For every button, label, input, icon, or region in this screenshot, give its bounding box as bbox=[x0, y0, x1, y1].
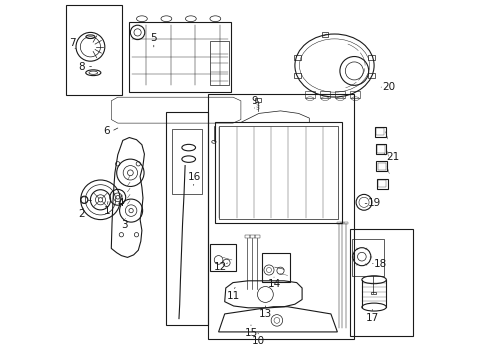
Text: 11: 11 bbox=[226, 291, 239, 301]
Text: 7: 7 bbox=[69, 38, 76, 48]
Text: 10: 10 bbox=[251, 336, 264, 346]
Text: 18: 18 bbox=[373, 258, 386, 269]
Bar bbox=[367, 55, 374, 60]
Text: 3: 3 bbox=[121, 220, 128, 230]
Text: 1: 1 bbox=[103, 206, 110, 216]
Bar bbox=[294, 73, 301, 78]
Bar bbox=[294, 55, 301, 60]
Text: 8: 8 bbox=[78, 62, 85, 72]
Bar bbox=[171, 129, 202, 194]
Bar bbox=[349, 229, 412, 336]
Bar bbox=[321, 32, 327, 37]
Bar bbox=[209, 244, 235, 271]
Bar bbox=[375, 161, 386, 171]
Bar bbox=[255, 235, 259, 238]
Bar bbox=[376, 179, 387, 189]
Bar bbox=[374, 127, 385, 137]
Text: 2: 2 bbox=[78, 209, 85, 219]
Text: 12: 12 bbox=[213, 262, 226, 272]
Bar bbox=[335, 91, 345, 98]
Text: 14: 14 bbox=[267, 279, 280, 289]
Text: 15: 15 bbox=[244, 328, 257, 338]
Text: 6: 6 bbox=[103, 126, 110, 136]
Bar bbox=[207, 94, 353, 339]
Bar bbox=[261, 253, 289, 282]
Bar bbox=[377, 163, 385, 170]
Text: 21: 21 bbox=[386, 152, 399, 162]
Bar bbox=[375, 128, 384, 135]
Text: 16: 16 bbox=[188, 172, 201, 182]
Bar bbox=[378, 180, 386, 187]
Bar bbox=[336, 222, 340, 224]
Bar bbox=[66, 5, 122, 95]
Bar bbox=[218, 126, 337, 219]
Bar bbox=[255, 98, 261, 102]
Bar bbox=[367, 73, 374, 78]
Text: 19: 19 bbox=[367, 198, 381, 208]
Bar bbox=[166, 112, 208, 325]
Text: 17: 17 bbox=[365, 312, 378, 323]
Text: 9: 9 bbox=[251, 96, 257, 106]
Bar bbox=[344, 222, 347, 224]
Bar bbox=[351, 239, 384, 276]
Text: 4: 4 bbox=[117, 198, 123, 208]
Text: 13: 13 bbox=[258, 309, 271, 319]
Bar bbox=[244, 235, 249, 238]
Bar bbox=[209, 41, 229, 85]
Bar bbox=[349, 91, 360, 98]
Text: 20: 20 bbox=[382, 82, 395, 92]
Text: 5: 5 bbox=[150, 33, 157, 43]
Bar bbox=[375, 144, 386, 154]
Bar bbox=[370, 292, 375, 294]
Bar bbox=[305, 91, 314, 98]
Bar bbox=[320, 91, 329, 98]
Bar bbox=[376, 145, 384, 153]
Bar bbox=[340, 222, 344, 224]
Bar bbox=[250, 235, 254, 238]
